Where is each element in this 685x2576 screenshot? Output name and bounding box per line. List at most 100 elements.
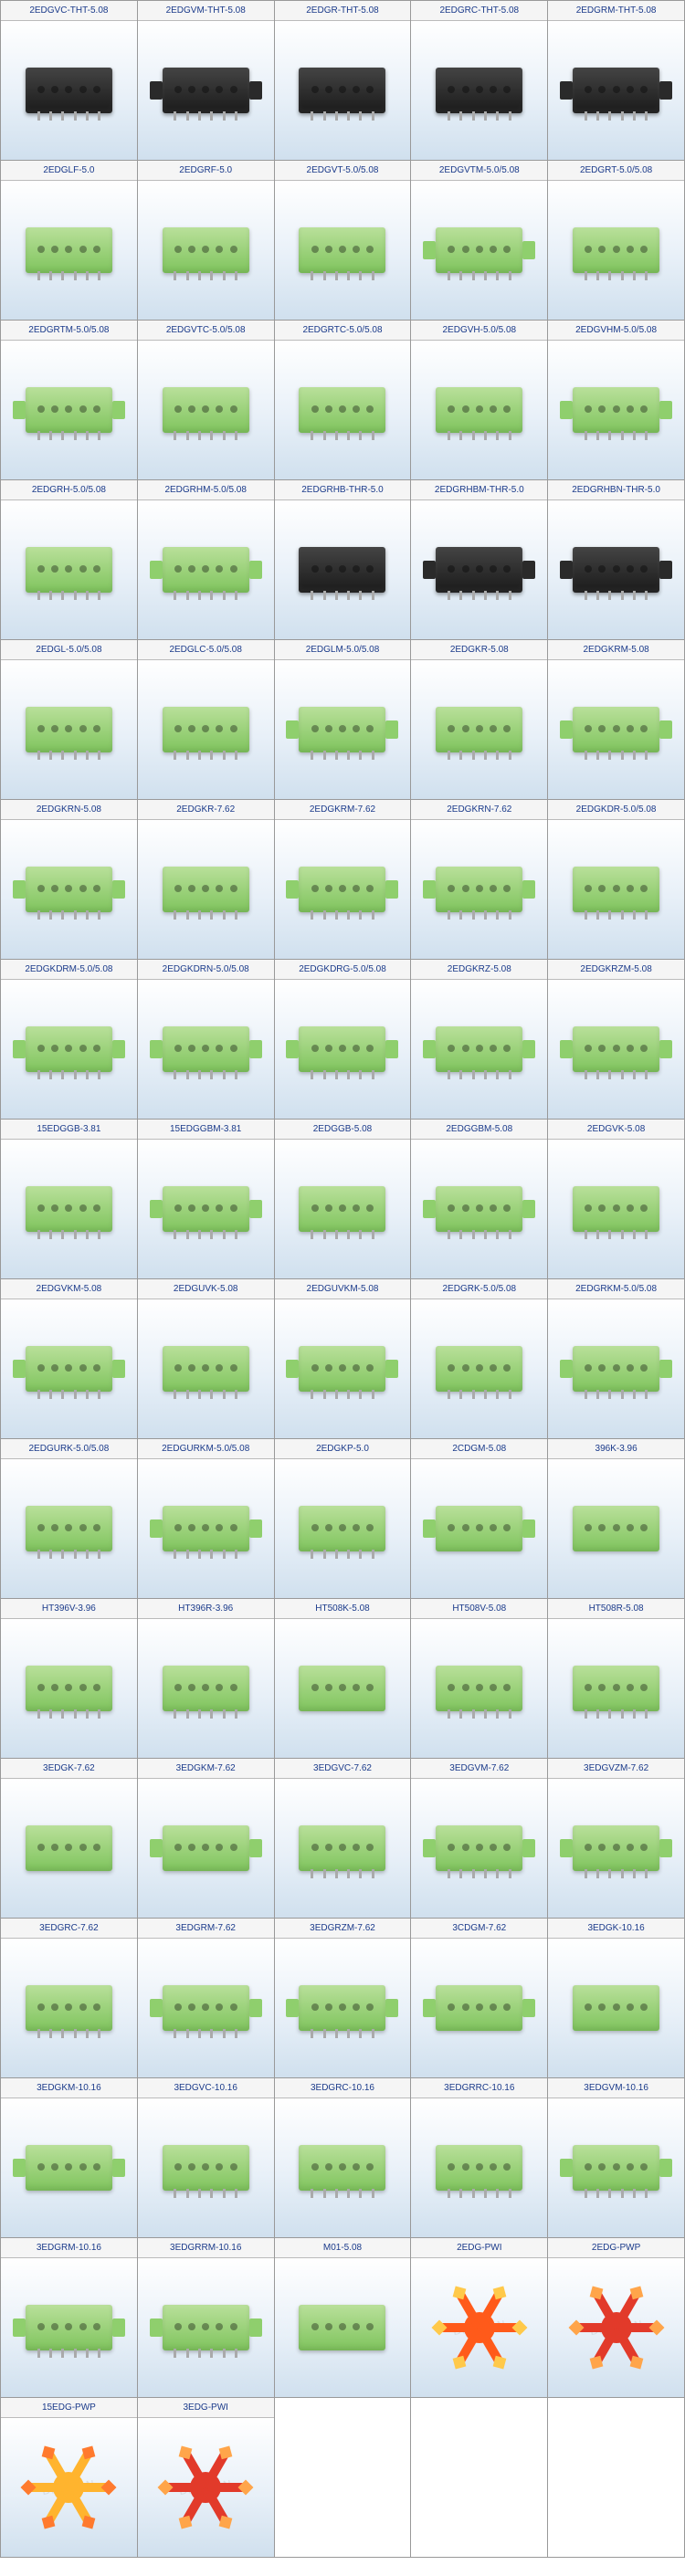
catalog-cell[interactable]: 2EDGURK-5.0/5.08DEGSON [1,1439,138,1599]
catalog-cell[interactable]: 2EDGUVK-5.08DEGSON [137,1279,274,1439]
catalog-cell[interactable]: 3EDG-PWIDEGSON [137,2398,274,2558]
catalog-cell[interactable]: 2EDGKR-5.08DEGSON [411,640,548,800]
catalog-cell[interactable]: 2EDGUVKM-5.08DEGSON [274,1279,411,1439]
catalog-cell[interactable]: 2EDGVTM-5.0/5.08DEGSON [411,161,548,321]
catalog-cell[interactable]: 2EDGRHB-THR-5.0DEGSON [274,480,411,640]
catalog-cell[interactable]: 2EDG-PWIDEGSON [411,2238,548,2398]
catalog-cell[interactable]: 2EDGKRZ-5.08DEGSON [411,960,548,1120]
catalog-cell[interactable] [274,2398,411,2558]
catalog-cell[interactable]: 2EDGRHBN-THR-5.0DEGSON [548,480,685,640]
catalog-cell[interactable]: 3EDGKM-7.62DEGSON [137,1759,274,1919]
product-image: DEGSON [411,500,547,639]
product-image: DEGSON [1,660,137,799]
catalog-cell[interactable]: 15EDGGB-3.81DEGSON [1,1120,138,1279]
product-image: DEGSON [548,660,684,799]
product-label: 2EDGRC-THT-5.08 [411,1,547,21]
catalog-cell[interactable]: 3EDGVM-10.16DEGSON [548,2078,685,2238]
catalog-row: 3EDGK-7.62DEGSON3EDGKM-7.62DEGSON3EDGVC-… [1,1759,685,1919]
catalog-cell[interactable]: 2EDGKRM-5.08DEGSON [548,640,685,800]
catalog-cell[interactable]: HT396R-3.96DEGSON [137,1599,274,1759]
catalog-cell[interactable]: 2EDGURKM-5.0/5.08DEGSON [137,1439,274,1599]
product-label: 2EDGVC-THT-5.08 [1,1,137,21]
catalog-cell[interactable]: 3EDGVZM-7.62DEGSON [548,1759,685,1919]
catalog-cell[interactable]: 3EDGRRC-10.16DEGSON [411,2078,548,2238]
catalog-cell[interactable]: 2EDGGBM-5.08DEGSON [411,1120,548,1279]
catalog-cell[interactable]: 3EDGRC-7.62DEGSON [1,1919,138,2078]
catalog-cell[interactable] [411,2398,548,2558]
catalog-cell[interactable]: 2EDGLC-5.0/5.08DEGSON [137,640,274,800]
product-image: DEGSON [548,1459,684,1598]
catalog-cell[interactable]: HT508V-5.08DEGSON [411,1599,548,1759]
catalog-cell[interactable]: 2EDGRK-5.0/5.08DEGSON [411,1279,548,1439]
catalog-cell[interactable]: 2EDGKRZM-5.08DEGSON [548,960,685,1120]
catalog-cell[interactable]: 3EDGVM-7.62DEGSON [411,1759,548,1919]
catalog-cell[interactable]: 2EDGKP-5.0DEGSON [274,1439,411,1599]
catalog-cell[interactable]: 3CDGM-7.62DEGSON [411,1919,548,2078]
catalog-cell[interactable]: 2EDGRKM-5.0/5.08DEGSON [548,1279,685,1439]
catalog-cell[interactable]: 396K-3.96DEGSON [548,1439,685,1599]
catalog-cell[interactable]: 2EDGRM-THT-5.08DEGSON [548,1,685,161]
catalog-cell[interactable]: 2EDGRT-5.0/5.08DEGSON [548,161,685,321]
catalog-cell[interactable]: 2EDGL-5.0/5.08DEGSON [1,640,138,800]
product-image: DEGSON [138,660,274,799]
product-image: DEGSON [548,21,684,160]
catalog-cell[interactable]: 2EDGGB-5.08DEGSON [274,1120,411,1279]
catalog-cell[interactable]: 2EDGKDRN-5.0/5.08DEGSON [137,960,274,1120]
catalog-cell[interactable]: 2EDGLM-5.0/5.08DEGSON [274,640,411,800]
product-label: 2EDGVTM-5.0/5.08 [411,161,547,181]
catalog-cell[interactable]: 2EDG-PWPDEGSON [548,2238,685,2398]
catalog-cell[interactable]: 3EDGRM-7.62DEGSON [137,1919,274,2078]
catalog-cell[interactable]: 3EDGRC-10.16DEGSON [274,2078,411,2238]
product-image: DEGSON [411,1299,547,1438]
product-label: 3EDGVZM-7.62 [548,1759,684,1779]
catalog-cell[interactable]: 2EDGVT-5.0/5.08DEGSON [274,161,411,321]
catalog-cell[interactable]: 2EDGVTC-5.0/5.08DEGSON [137,321,274,480]
catalog-cell[interactable]: HT508K-5.08DEGSON [274,1599,411,1759]
catalog-cell[interactable]: 2EDGKRN-7.62DEGSON [411,800,548,960]
catalog-cell[interactable]: 2EDGRF-5.0DEGSON [137,161,274,321]
catalog-cell[interactable]: 2EDGKRN-5.08DEGSON [1,800,138,960]
catalog-cell[interactable]: HT508R-5.08DEGSON [548,1599,685,1759]
catalog-cell[interactable]: 3EDGRM-10.16DEGSON [1,2238,138,2398]
catalog-cell[interactable]: 2EDGVHM-5.0/5.08DEGSON [548,321,685,480]
catalog-cell[interactable]: 3EDGVC-7.62DEGSON [274,1759,411,1919]
catalog-cell[interactable]: 2EDGVH-5.0/5.08DEGSON [411,321,548,480]
catalog-cell[interactable]: 3EDGRRM-10.16DEGSON [137,2238,274,2398]
catalog-cell[interactable]: 2EDGKDRM-5.0/5.08DEGSON [1,960,138,1120]
product-label: 2EDGVHM-5.0/5.08 [548,321,684,341]
catalog-cell[interactable]: 2EDGVKM-5.08DEGSON [1,1279,138,1439]
catalog-cell[interactable]: M01-5.08DEGSON [274,2238,411,2398]
catalog-cell[interactable]: 2CDGM-5.08DEGSON [411,1439,548,1599]
catalog-cell[interactable]: 3EDGVC-10.16DEGSON [137,2078,274,2238]
catalog-cell[interactable]: 15EDG-PWPDEGSON [1,2398,138,2558]
product-image: DEGSON [275,1619,411,1758]
product-label: 2EDGVK-5.08 [548,1120,684,1140]
catalog-cell[interactable]: 2EDGVM-THT-5.08DEGSON [137,1,274,161]
catalog-cell[interactable]: 2EDGRTM-5.0/5.08DEGSON [1,321,138,480]
product-label: HT396V-3.96 [1,1599,137,1619]
catalog-cell[interactable]: 2EDGRH-5.0/5.08DEGSON [1,480,138,640]
catalog-cell[interactable]: 3EDGK-10.16DEGSON [548,1919,685,2078]
catalog-cell[interactable]: 15EDGGBM-3.81DEGSON [137,1120,274,1279]
catalog-cell[interactable]: 2EDGR-THT-5.08DEGSON [274,1,411,161]
catalog-cell[interactable]: HT396V-3.96DEGSON [1,1599,138,1759]
product-image: DEGSON [411,1619,547,1758]
product-label: 2CDGM-5.08 [411,1439,547,1459]
catalog-cell[interactable]: 3EDGK-7.62DEGSON [1,1759,138,1919]
catalog-cell[interactable]: 2EDGVC-THT-5.08DEGSON [1,1,138,161]
catalog-cell[interactable]: 2EDGLF-5.0DEGSON [1,161,138,321]
catalog-cell[interactable]: 3EDGRZM-7.62DEGSON [274,1919,411,2078]
catalog-cell[interactable]: 2EDGKDRG-5.0/5.08DEGSON [274,960,411,1120]
catalog-cell[interactable]: 2EDGKDR-5.0/5.08DEGSON [548,800,685,960]
product-image: DEGSON [1,2098,137,2237]
catalog-cell[interactable]: 2EDGRC-THT-5.08DEGSON [411,1,548,161]
catalog-cell[interactable]: 2EDGKR-7.62DEGSON [137,800,274,960]
catalog-cell[interactable]: 2EDGKRM-7.62DEGSON [274,800,411,960]
catalog-cell[interactable]: 2EDGVK-5.08DEGSON [548,1120,685,1279]
catalog-cell[interactable]: 2EDGRHBM-THR-5.0DEGSON [411,480,548,640]
catalog-cell[interactable]: 2EDGRTC-5.0/5.08DEGSON [274,321,411,480]
catalog-cell[interactable] [548,2398,685,2558]
catalog-cell[interactable]: 2EDGRHM-5.0/5.08DEGSON [137,480,274,640]
catalog-cell[interactable]: 3EDGKM-10.16DEGSON [1,2078,138,2238]
product-label: 2EDGUVK-5.08 [138,1279,274,1299]
